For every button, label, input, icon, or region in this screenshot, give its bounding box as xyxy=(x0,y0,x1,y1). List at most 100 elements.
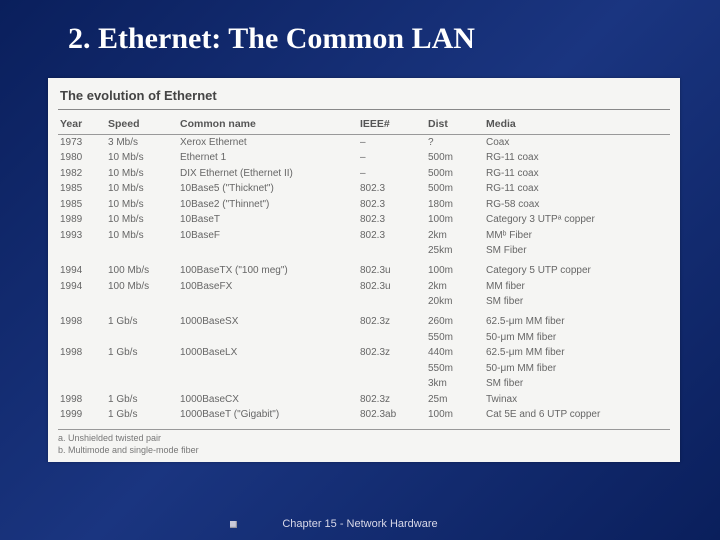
cell-speed: 1 Gb/s xyxy=(106,346,178,362)
cell-year: 1998 xyxy=(58,392,106,408)
cell-dist: 550m xyxy=(426,361,484,377)
cell-dist: 550m xyxy=(426,330,484,346)
cell-media: MM fiber xyxy=(484,279,670,295)
cell-year: 1985 xyxy=(58,197,106,213)
cell-year: 1973 xyxy=(58,135,106,151)
cell-ieee: 802.3z xyxy=(358,310,426,330)
footnote-b: b. Multimode and single-mode fiber xyxy=(58,445,670,457)
cell-speed: 100 Mb/s xyxy=(106,259,178,279)
cell-year: 1994 xyxy=(58,279,106,295)
table-row: 550m50-μm MM fiber xyxy=(58,361,670,377)
cell-media: Twinax xyxy=(484,392,670,408)
footnotes: a. Unshielded twisted pair b. Multimode … xyxy=(58,429,670,456)
cell-speed: 3 Mb/s xyxy=(106,135,178,151)
cell-media: Coax xyxy=(484,135,670,151)
cell-speed xyxy=(106,361,178,377)
cell-ieee xyxy=(358,361,426,377)
footnote-a: a. Unshielded twisted pair xyxy=(58,433,670,445)
cell-speed xyxy=(106,244,178,260)
cell-name: 10Base2 ("Thinnet") xyxy=(178,197,358,213)
cell-year: 1998 xyxy=(58,346,106,362)
cell-ieee xyxy=(358,330,426,346)
cell-media: SM Fiber xyxy=(484,244,670,260)
cell-media: Category 5 UTP copper xyxy=(484,259,670,279)
cell-dist: 100m xyxy=(426,259,484,279)
table-row: 19981 Gb/s1000BaseLX802.3z440m62.5-μm MM… xyxy=(58,346,670,362)
cell-ieee: 802.3z xyxy=(358,392,426,408)
cell-year: 1999 xyxy=(58,408,106,424)
cell-speed: 10 Mb/s xyxy=(106,197,178,213)
cell-ieee: 802.3 xyxy=(358,182,426,198)
table-row: 25kmSM Fiber xyxy=(58,244,670,260)
cell-dist: 500m xyxy=(426,182,484,198)
table-row: 198510 Mb/s10Base5 ("Thicknet")802.3500m… xyxy=(58,182,670,198)
cell-name xyxy=(178,330,358,346)
cell-ieee xyxy=(358,295,426,311)
cell-speed: 10 Mb/s xyxy=(106,166,178,182)
cell-speed xyxy=(106,330,178,346)
cell-year xyxy=(58,295,106,311)
cell-ieee: 802.3u xyxy=(358,279,426,295)
cell-media: Cat 5E and 6 UTP copper xyxy=(484,408,670,424)
table-row: 1994100 Mb/s100BaseFX802.3u2kmMM fiber xyxy=(58,279,670,295)
table-row: 198510 Mb/s10Base2 ("Thinnet")802.3180mR… xyxy=(58,197,670,213)
cell-name: 10BaseT xyxy=(178,213,358,229)
cell-ieee: – xyxy=(358,166,426,182)
cell-name xyxy=(178,377,358,393)
cell-name xyxy=(178,244,358,260)
cell-speed xyxy=(106,377,178,393)
cell-media: 62.5-μm MM fiber xyxy=(484,310,670,330)
cell-ieee: – xyxy=(358,151,426,167)
cell-name: 1000BaseT ("Gigabit") xyxy=(178,408,358,424)
cell-dist: 2km xyxy=(426,279,484,295)
cell-dist: 100m xyxy=(426,213,484,229)
cell-dist: 20km xyxy=(426,295,484,311)
cell-year: 1993 xyxy=(58,228,106,244)
cell-year: 1985 xyxy=(58,182,106,198)
cell-dist: 500m xyxy=(426,166,484,182)
col-header-dist: Dist xyxy=(426,114,484,135)
cell-name: DIX Ethernet (Ethernet II) xyxy=(178,166,358,182)
cell-media: 50-μm MM fiber xyxy=(484,330,670,346)
cell-name: 1000BaseSX xyxy=(178,310,358,330)
cell-year: 1980 xyxy=(58,151,106,167)
cell-dist: 25m xyxy=(426,392,484,408)
col-header-year: Year xyxy=(58,114,106,135)
cell-media: SM fiber xyxy=(484,377,670,393)
cell-name: 1000BaseLX xyxy=(178,346,358,362)
cell-name: Ethernet 1 xyxy=(178,151,358,167)
cell-media: RG-58 coax xyxy=(484,197,670,213)
cell-media: MMᵇ Fiber xyxy=(484,228,670,244)
slide-title: 2. Ethernet: The Common LAN xyxy=(0,0,720,56)
cell-name: 10BaseF xyxy=(178,228,358,244)
table-row: 198910 Mb/s10BaseT802.3100mCategory 3 UT… xyxy=(58,213,670,229)
cell-speed: 10 Mb/s xyxy=(106,182,178,198)
table-row: 20kmSM fiber xyxy=(58,295,670,311)
cell-name: 100BaseTX ("100 meg") xyxy=(178,259,358,279)
cell-ieee xyxy=(358,377,426,393)
cell-speed xyxy=(106,295,178,311)
table-row: 3kmSM fiber xyxy=(58,377,670,393)
cell-media: RG-11 coax xyxy=(484,182,670,198)
cell-name: Xerox Ethernet xyxy=(178,135,358,151)
cell-dist: ? xyxy=(426,135,484,151)
cell-dist: 3km xyxy=(426,377,484,393)
cell-media: 50-μm MM fiber xyxy=(484,361,670,377)
cell-name xyxy=(178,295,358,311)
col-header-speed: Speed xyxy=(106,114,178,135)
cell-speed: 10 Mb/s xyxy=(106,151,178,167)
cell-ieee: 802.3 xyxy=(358,228,426,244)
cell-speed: 100 Mb/s xyxy=(106,279,178,295)
cell-ieee: 802.3 xyxy=(358,213,426,229)
cell-ieee: 802.3z xyxy=(358,346,426,362)
cell-year: 1989 xyxy=(58,213,106,229)
slide-footer: Chapter 15 - Network Hardware xyxy=(0,518,720,530)
table-row: 198010 Mb/sEthernet 1–500mRG-11 coax xyxy=(58,151,670,167)
cell-name xyxy=(178,361,358,377)
cell-name: 1000BaseCX xyxy=(178,392,358,408)
cell-name: 10Base5 ("Thicknet") xyxy=(178,182,358,198)
table-title: The evolution of Ethernet xyxy=(58,86,670,110)
cell-media: 62.5-μm MM fiber xyxy=(484,346,670,362)
cell-dist: 25km xyxy=(426,244,484,260)
cell-media: SM fiber xyxy=(484,295,670,311)
